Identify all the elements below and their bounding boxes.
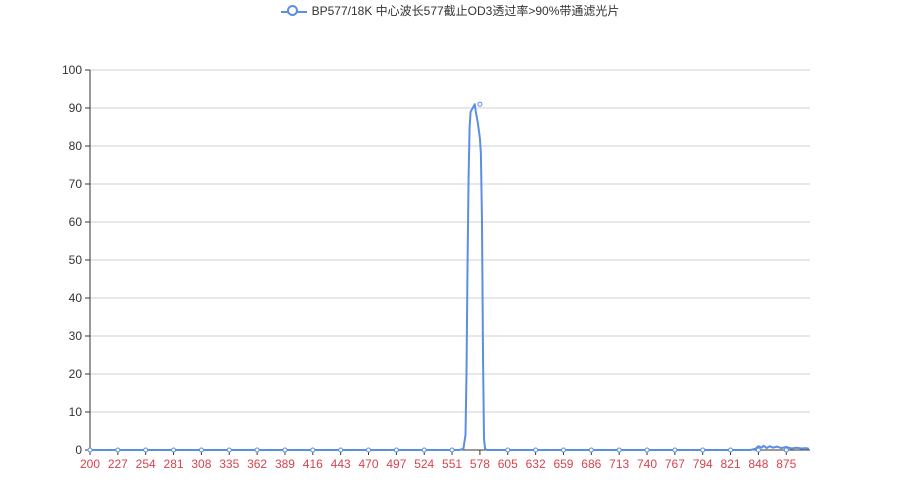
x-tick-label: 794 xyxy=(693,457,713,471)
y-tick-label: 60 xyxy=(69,215,83,229)
x-tick-label: 308 xyxy=(191,457,211,471)
x-tick-label: 470 xyxy=(358,457,378,471)
legend[interactable]: BP577/18K 中心波长577截止OD3透过率>90%带通滤光片 xyxy=(0,2,900,19)
y-axis: 0 10 20 30 40 50 60 70 80 90 100 xyxy=(62,63,91,457)
data-point xyxy=(198,447,204,453)
x-tick-label: 497 xyxy=(386,457,406,471)
x-tick-label: 686 xyxy=(581,457,601,471)
data-point xyxy=(728,447,734,453)
y-tick-label: 0 xyxy=(75,443,82,457)
data-point xyxy=(477,101,483,107)
data-point xyxy=(282,447,288,453)
data-point xyxy=(505,447,511,453)
data-point xyxy=(533,447,539,453)
x-axis: 200 227 254 281 308 335 362 389 416 443 470 497 524 5… xyxy=(80,449,810,471)
data-point xyxy=(588,447,594,453)
data-point xyxy=(226,447,232,453)
data-point xyxy=(783,447,789,453)
data-point xyxy=(449,447,455,453)
grid-lines xyxy=(90,69,810,413)
data-point xyxy=(393,447,399,453)
series-line xyxy=(90,103,810,451)
x-tick-label: 551 xyxy=(442,457,462,471)
x-tick-label: 389 xyxy=(275,457,295,471)
series-layer xyxy=(87,101,810,453)
y-tick-label: 80 xyxy=(69,139,83,153)
x-tick-label: 524 xyxy=(414,457,434,471)
y-tick-label: 50 xyxy=(69,253,83,267)
data-point xyxy=(421,447,427,453)
x-tick-label: 659 xyxy=(553,457,573,471)
data-point xyxy=(87,447,93,453)
y-tick-label: 10 xyxy=(69,405,83,419)
x-tick-label: 848 xyxy=(748,457,768,471)
x-tick-label: 767 xyxy=(665,457,685,471)
x-tick-label: 443 xyxy=(331,457,351,471)
data-point xyxy=(254,447,260,453)
data-point xyxy=(616,447,622,453)
x-tick-label: 713 xyxy=(609,457,629,471)
data-point xyxy=(115,447,121,453)
x-tick-label: 362 xyxy=(247,457,267,471)
x-tick-label: 227 xyxy=(108,457,128,471)
data-point xyxy=(338,447,344,453)
y-tick-label: 90 xyxy=(69,101,83,115)
data-point xyxy=(755,447,761,453)
data-point xyxy=(143,447,149,453)
data-point xyxy=(310,447,316,453)
x-tick-label: 335 xyxy=(219,457,239,471)
x-tick-label: 254 xyxy=(136,457,156,471)
data-point xyxy=(700,447,706,453)
y-tick-label: 30 xyxy=(69,329,83,343)
data-point xyxy=(560,447,566,453)
x-tick-label: 632 xyxy=(526,457,546,471)
data-point xyxy=(171,447,177,453)
x-tick-label: 281 xyxy=(164,457,184,471)
y-tick-label: 40 xyxy=(69,291,83,305)
legend-label: BP577/18K 中心波长577截止OD3透过率>90%带通滤光片 xyxy=(311,4,620,18)
x-tick-label: 200 xyxy=(80,457,100,471)
data-point xyxy=(644,447,650,453)
x-tick-label: 740 xyxy=(637,457,657,471)
y-tick-label: 100 xyxy=(62,63,82,77)
x-tick-label: 821 xyxy=(721,457,741,471)
x-tick-label: 578 xyxy=(470,457,490,471)
legend-line-marker-icon xyxy=(280,4,307,18)
data-point xyxy=(366,447,372,453)
x-tick-label: 605 xyxy=(498,457,518,471)
x-tick-label: 875 xyxy=(776,457,796,471)
y-tick-label: 20 xyxy=(69,367,83,381)
data-point xyxy=(672,447,678,453)
x-tick-label: 416 xyxy=(303,457,323,471)
y-tick-label: 70 xyxy=(69,177,83,191)
